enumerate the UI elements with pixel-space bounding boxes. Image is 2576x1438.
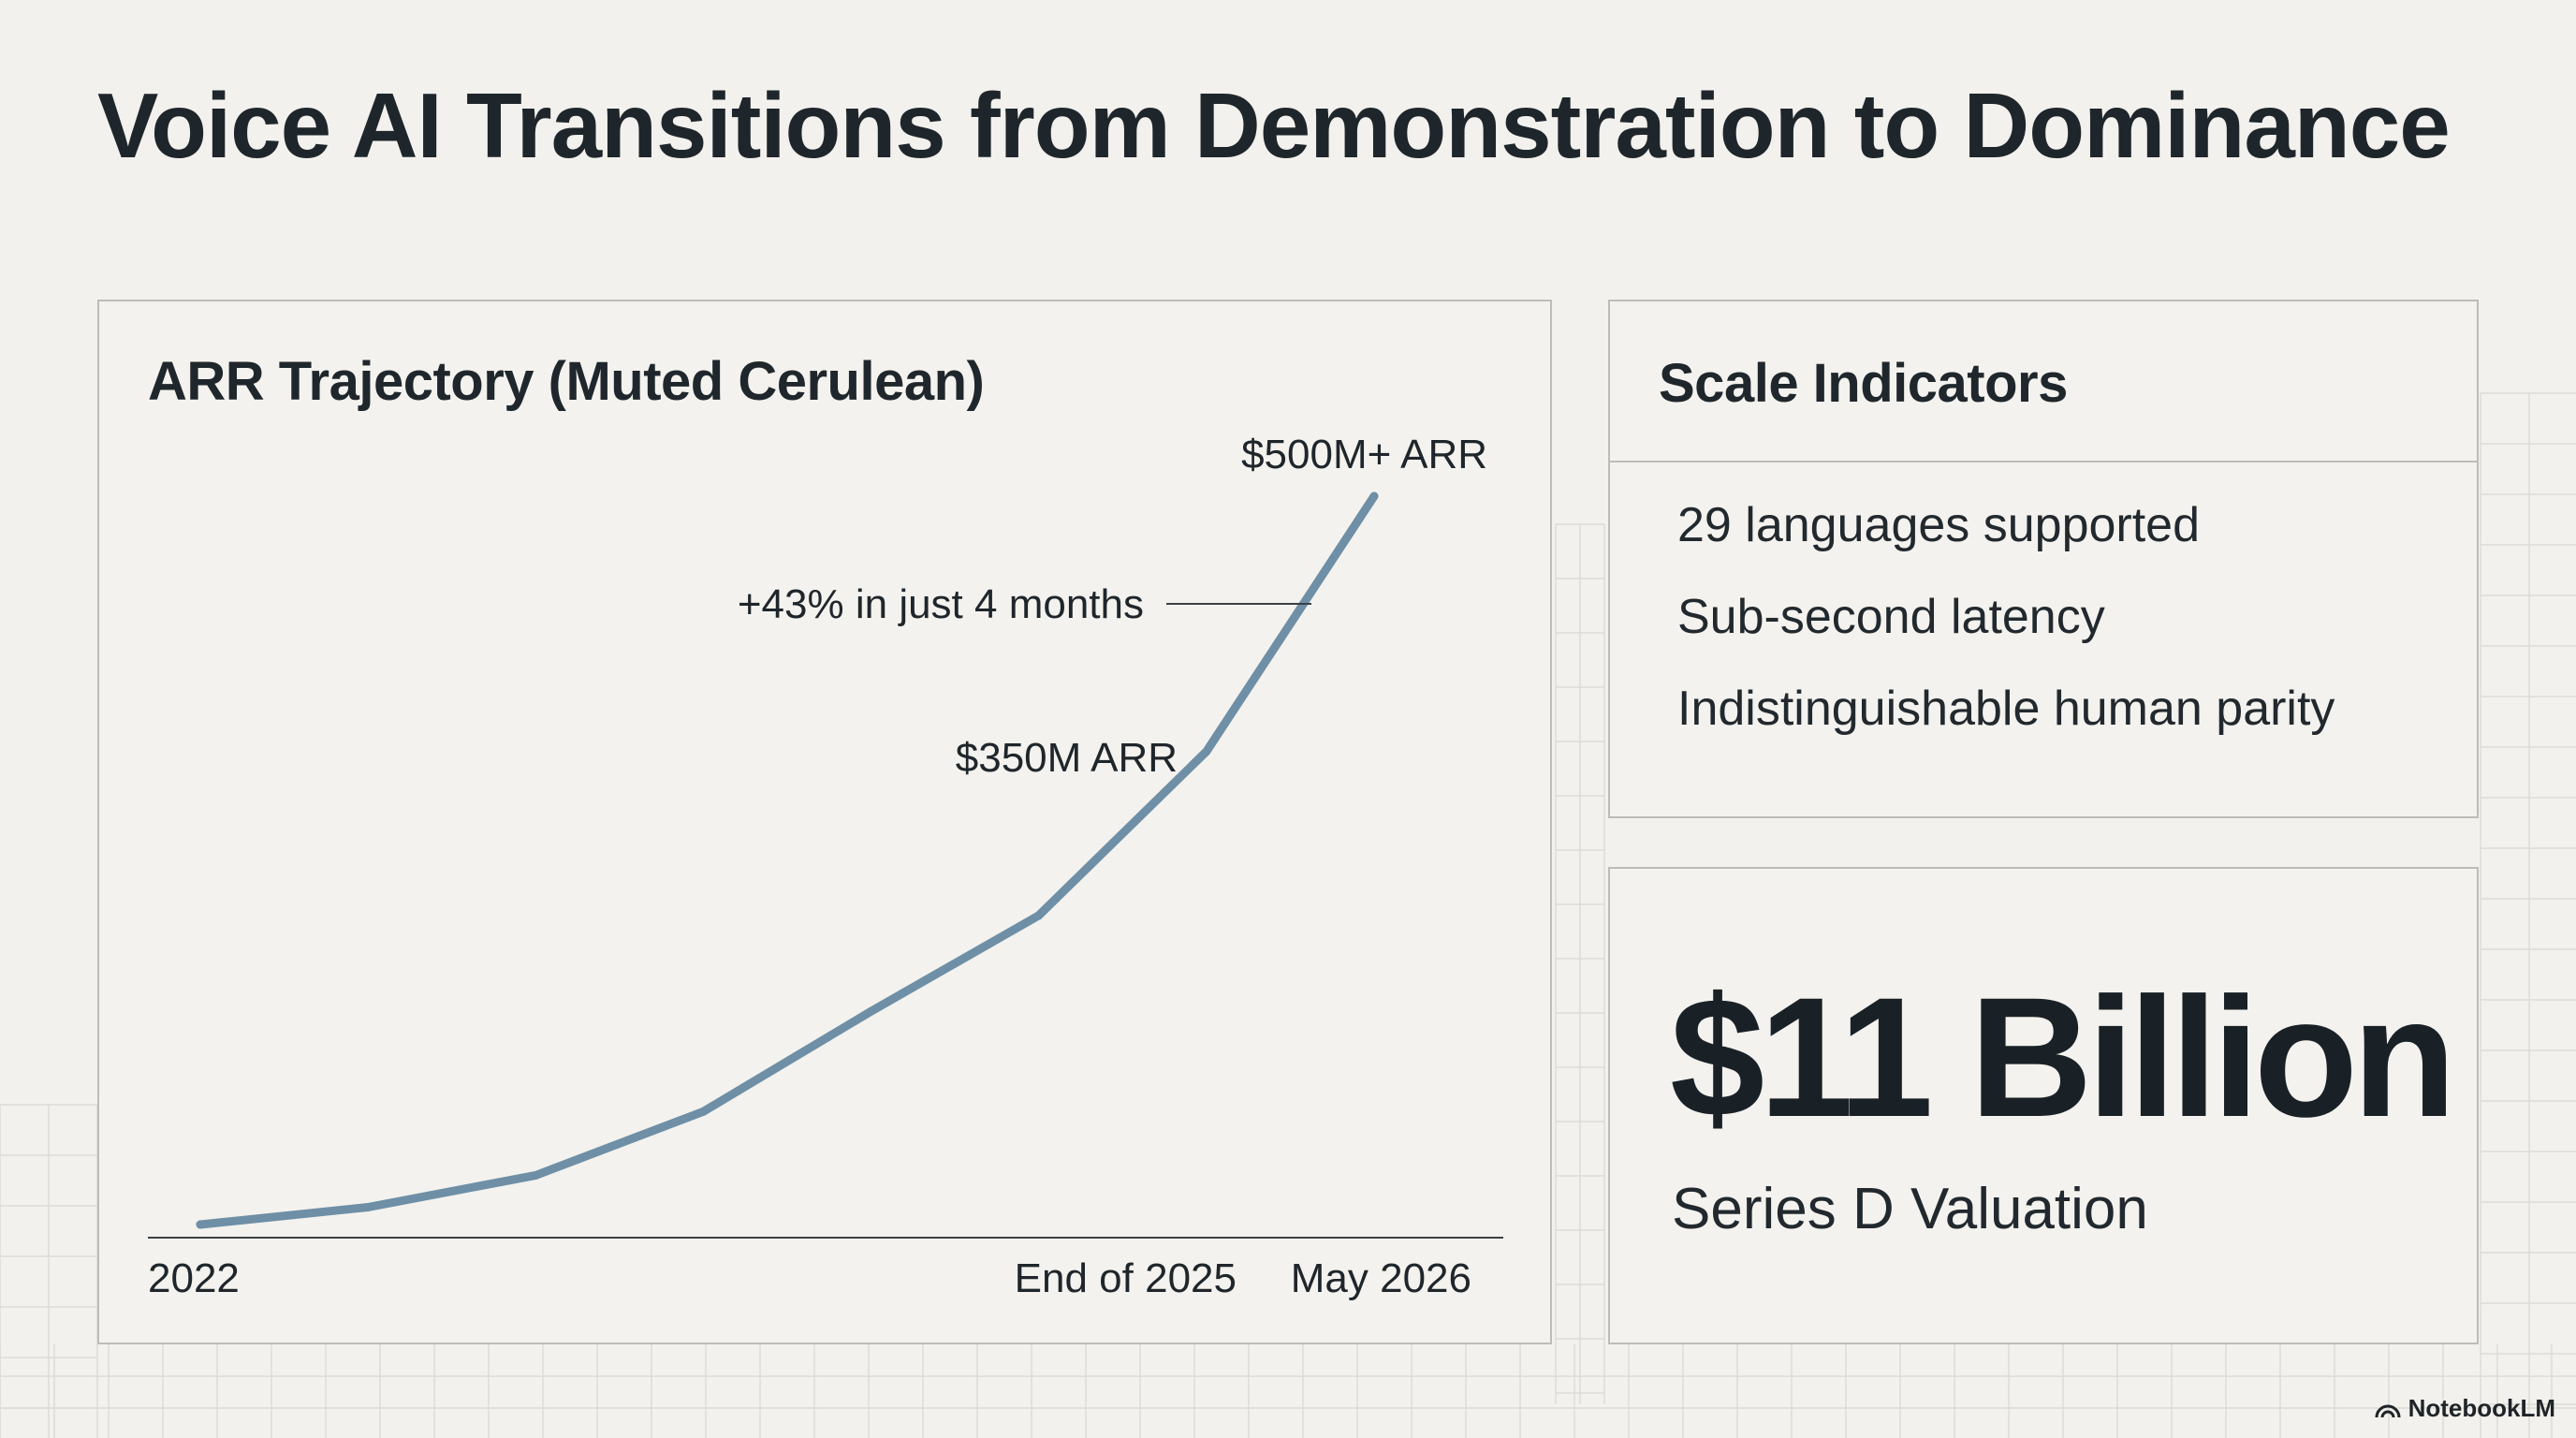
data-point [196,1220,205,1229]
scale-indicators-title: Scale Indicators [1659,353,2068,414]
data-label-may-2026: $500M+ ARR [1241,432,1487,477]
scale-indicators-panel: Scale Indicators 29 languages supported … [1608,300,2479,818]
valuation-label: Series D Valuation [1672,1177,2148,1241]
data-point [698,1107,708,1116]
valuation-value: $11 Billion [1670,961,2456,1152]
scale-indicators-list: 29 languages supported Sub-second latenc… [1677,498,2335,755]
growth-callout: +43% in just 4 months [738,581,1144,627]
brand-watermark: NotebookLM [2375,1394,2555,1423]
scale-indicator-item: Sub-second latency [1677,590,2105,644]
slide-title: Voice AI Transitions from Demonstration … [97,74,2451,177]
brand-name: NotebookLM [2408,1394,2555,1422]
data-point [1034,911,1044,920]
arr-series-line [196,492,1379,1229]
scale-indicator-item: Indistinguishable human parity [1677,682,2335,736]
data-point [363,1203,373,1212]
data-point [867,1006,876,1016]
x-tick-label: 2022 [148,1255,240,1301]
scale-indicator-item: 29 languages supported [1677,498,2201,552]
arr-line-chart: 2022 End of 2025 May 2026 $500M+ ARR $350M A… [148,432,1503,1301]
data-point [1369,492,1379,501]
valuation-panel: $11 Billion Series D Valuation [1608,867,2479,1344]
chart-title: ARR Trajectory (Muted Cerulean) [148,351,985,412]
x-tick-label: End of 2025 [1015,1255,1237,1301]
x-tick-label: May 2026 [1291,1255,1471,1301]
arr-chart-panel: 2022 End of 2025 May 2026 $500M+ ARR $350M A… [97,300,1552,1344]
data-point [1202,747,1211,756]
data-point [531,1170,540,1180]
data-label-end-of-2025: $350M ARR [956,735,1178,781]
scale-indicators-header: Scale Indicators [1610,301,2477,462]
notebooklm-logo-icon [2375,1404,2401,1417]
